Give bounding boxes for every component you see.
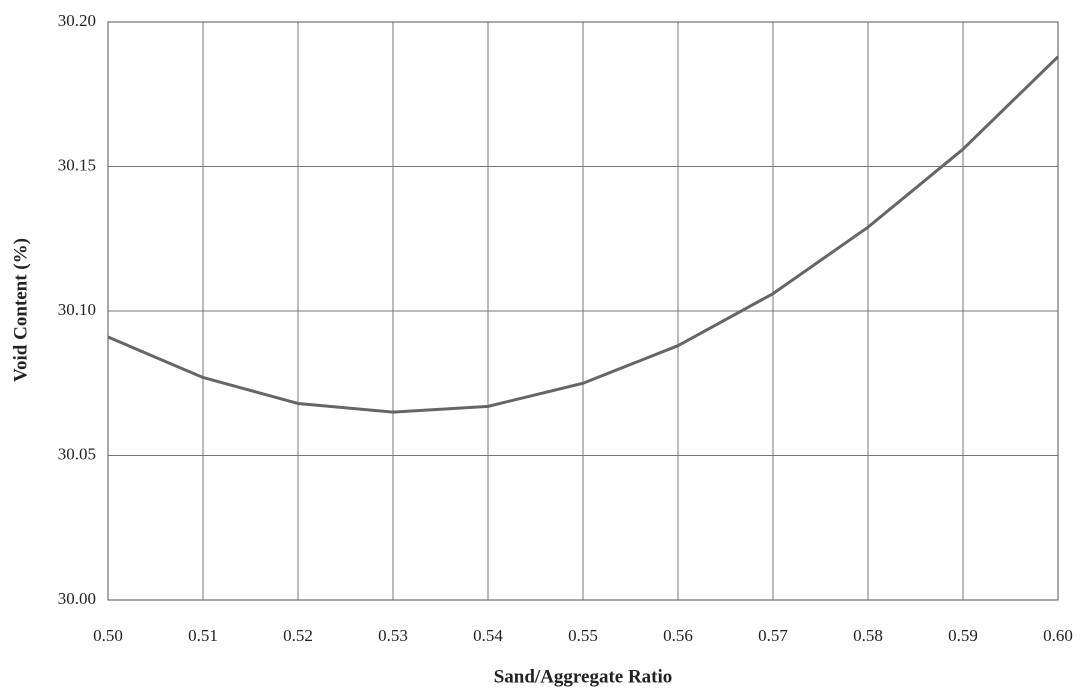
x-tick-label: 0.53 [378,626,408,645]
x-tick-label: 0.55 [568,626,598,645]
data-line [107,55,1060,414]
x-tick-label: 0.58 [853,626,883,645]
y-axis-title: Void Content (%) [10,238,31,382]
x-tick-label: 0.59 [948,626,978,645]
y-tick-label: 30.05 [58,444,96,463]
x-tick-label: 0.51 [188,626,218,645]
plot-frame [107,21,1059,601]
y-tick-label: 30.15 [58,155,96,174]
x-tick-label: 0.50 [93,626,123,645]
x-tick-label: 0.57 [758,626,788,645]
x-tick-label: 0.60 [1043,626,1073,645]
x-tick-label: 0.52 [283,626,313,645]
y-tick-label: 30.10 [58,300,96,319]
x-tick-label: 0.54 [473,626,503,645]
y-tick-label: 30.20 [58,11,96,30]
x-axis-title: Sand/Aggregate Ratio [494,666,673,687]
x-tick-label: 0.56 [663,626,693,645]
y-tick-label: 30.00 [58,589,96,608]
